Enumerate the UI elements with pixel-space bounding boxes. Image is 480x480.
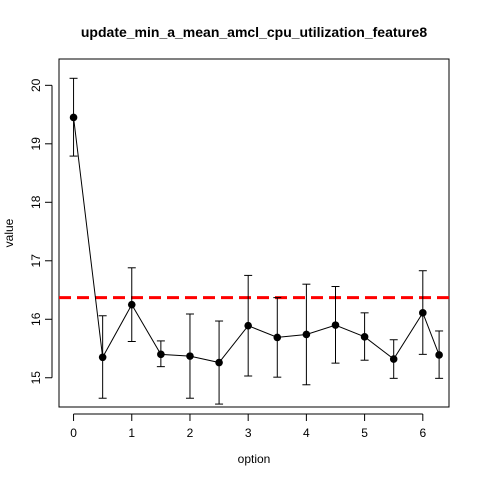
chart-title: update_min_a_mean_amcl_cpu_utilization_f…	[81, 24, 427, 40]
series-layer	[69, 77, 444, 405]
y-axis-label: value	[2, 218, 16, 247]
x-axis-label: option	[238, 452, 271, 466]
data-point	[98, 353, 107, 362]
x-tick-label: 5	[361, 426, 368, 440]
data-point	[389, 355, 398, 363]
data-point	[127, 300, 136, 309]
data-point	[244, 321, 252, 330]
data-point	[273, 333, 282, 342]
data-point	[435, 351, 443, 359]
y-tick-label: 19	[29, 137, 43, 151]
x-tick-label: 0	[70, 426, 77, 440]
data-point	[157, 350, 165, 359]
data-point	[360, 333, 369, 341]
y-tick-label: 20	[29, 78, 43, 92]
data-point	[215, 358, 223, 367]
data-point	[302, 330, 311, 339]
y-tick-label: 15	[29, 371, 43, 385]
data-point	[186, 352, 194, 360]
series-line	[73, 117, 440, 364]
y-tick-label: 18	[29, 195, 43, 209]
y-tick-label: 16	[29, 312, 43, 326]
x-tick-label: 1	[128, 426, 135, 440]
x-axis: 0 1 2 3 4 5 6	[70, 413, 426, 440]
data-point	[419, 309, 427, 317]
x-tick-label: 4	[303, 426, 310, 440]
data-point	[331, 321, 340, 329]
x-tick-label: 6	[419, 426, 426, 440]
y-tick-label: 17	[29, 254, 43, 268]
x-tick-label: 2	[187, 426, 194, 440]
x-tick-label: 3	[245, 426, 252, 440]
y-axis: 15 16 17 18 19 20	[29, 78, 53, 385]
data-point	[69, 113, 78, 122]
plot-frame	[58, 58, 450, 408]
